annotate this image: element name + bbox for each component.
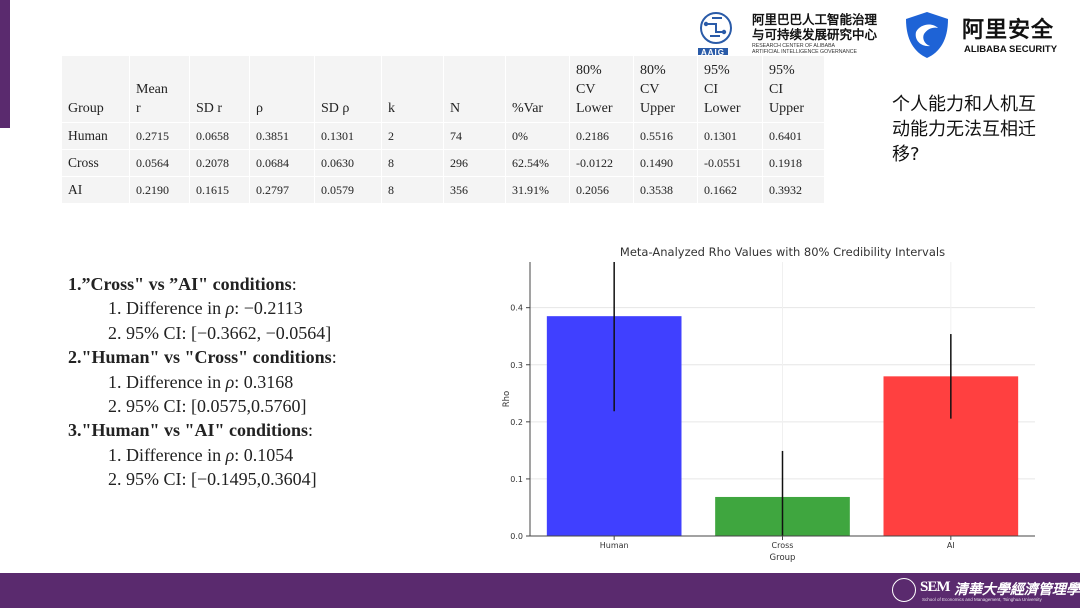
header-group: Group <box>61 55 130 123</box>
aaig-chinese-name: 阿里巴巴人工智能治理 与可持续发展研究中心 <box>752 12 878 42</box>
sem-text: SEM <box>920 579 950 595</box>
list-item: 2. 95% CI: [−0.1495,0.3604] <box>108 469 317 490</box>
table-cell: 0.5516 <box>633 122 698 150</box>
table-cell: 0.2056 <box>569 176 634 204</box>
header-var: %Var <box>505 55 570 123</box>
header-sd-rho: SD ρ <box>314 55 382 123</box>
table-row: Human 0.2715 0.0658 0.3851 0.1301 2 74 0… <box>61 122 825 150</box>
aaig-tag: AAIG <box>698 48 728 57</box>
header-rho: ρ <box>249 55 315 123</box>
table-cell: 0.1662 <box>697 176 763 204</box>
list-item: 2. 95% CI: [−0.3662, −0.0564] <box>108 322 332 343</box>
table-cell: 0.3932 <box>762 176 825 204</box>
table-cell: 62.54% <box>505 149 570 177</box>
table-cell: Human <box>61 122 130 150</box>
table-cell: 0.1301 <box>697 122 763 150</box>
header-mean-r: Mean r <box>129 55 190 123</box>
tsinghua-sem-logo: SEM 清華大學經濟管理學院 School of Economics and M… <box>892 578 1080 604</box>
y-tick-label: 0.3 <box>510 361 523 370</box>
table-cell: 0.2186 <box>569 122 634 150</box>
x-tick-label: Human <box>600 541 629 550</box>
y-axis-label: Rho <box>502 391 512 408</box>
table-cell: -0.0551 <box>697 149 763 177</box>
meta-analysis-table: Group Mean r SD r ρ SD ρ k N %Var 80% CV… <box>61 55 825 204</box>
x-tick-label: Cross <box>772 541 794 550</box>
aaig-circuit-icon <box>700 12 732 44</box>
header-sd-r: SD r <box>189 55 250 123</box>
list-item: 2. 95% CI: [0.0575,0.5760] <box>108 396 307 417</box>
table-cell: 2 <box>381 122 444 150</box>
table-cell: 0.1301 <box>314 122 382 150</box>
rho-bar-chart: Meta-Analyzed Rho Values with 80% Credib… <box>502 245 1035 563</box>
table-cell: 0.0630 <box>314 149 382 177</box>
y-tick-label: 0.0 <box>510 532 523 541</box>
sem-en-text: School of Economics and Management, Tsin… <box>922 597 1042 602</box>
list-item: 1. Difference in ρ: 0.1054 <box>108 444 294 465</box>
sem-cn-text: 清華大學經濟管理學院 <box>954 582 1080 598</box>
table-cell: 296 <box>443 149 506 177</box>
table-cell: 74 <box>443 122 506 150</box>
table-cell: 0.0658 <box>189 122 250 150</box>
alibaba-security-logo: 阿里安全 ALIBABA SECURITY <box>898 8 1070 62</box>
table-cell: 0.2078 <box>189 149 250 177</box>
y-tick-label: 0.2 <box>510 418 523 427</box>
shield-icon <box>906 12 948 58</box>
table-cell: 0.0684 <box>249 149 315 177</box>
x-axis-label: Group <box>770 553 796 563</box>
result-heading: 1.”Cross" vs ”AI" conditions: <box>68 274 297 294</box>
chart-title: Meta-Analyzed Rho Values with 80% Credib… <box>620 245 945 259</box>
table-cell: 8 <box>381 176 444 204</box>
header-n: N <box>443 55 506 123</box>
left-accent-bar <box>0 0 10 128</box>
aaig-english-name: RESEARCH CENTER OF ALIBABA ARTIFICIAL IN… <box>752 43 857 55</box>
header-ci-upper: 95% CI Upper <box>762 55 825 123</box>
table-cell: AI <box>61 176 130 204</box>
table-cell: 0.1615 <box>189 176 250 204</box>
x-tick-label: AI <box>947 541 955 550</box>
table-cell: 0.6401 <box>762 122 825 150</box>
header-cv-upper: 80% CV Upper <box>633 55 698 123</box>
result-heading: 3."Human" vs "AI" conditions: <box>68 420 314 441</box>
table-cell: 0.2797 <box>249 176 315 204</box>
question-text: 个人能力和人机互动能力无法互相迁移? <box>892 94 1036 165</box>
table-cell: 0% <box>505 122 570 150</box>
table-cell: 0.2715 <box>129 122 190 150</box>
table-cell: 0.3851 <box>249 122 315 150</box>
table-row: AI 0.2190 0.1615 0.2797 0.0579 8 356 31.… <box>61 176 825 204</box>
table-cell: 0.0579 <box>314 176 382 204</box>
table-cell: 0.2190 <box>129 176 190 204</box>
table-cell: -0.0122 <box>569 149 634 177</box>
list-item: 1. Difference in ρ: −0.2113 <box>108 298 303 319</box>
header-k: k <box>381 55 444 123</box>
table-cell: 0.1918 <box>762 149 825 177</box>
alibaba-security-en: ALIBABA SECURITY <box>964 44 1058 55</box>
y-tick-label: 0.4 <box>510 304 523 313</box>
header-ci-lower: 95% CI Lower <box>697 55 763 123</box>
table-cell: 0.3538 <box>633 176 698 204</box>
table-cell: 31.91% <box>505 176 570 204</box>
table-header-row: Group Mean r SD r ρ SD ρ k N %Var 80% CV… <box>61 55 825 123</box>
aaig-logo: AAIG 阿里巴巴人工智能治理 与可持续发展研究中心 RESEARCH CENT… <box>690 10 890 58</box>
table-cell: 356 <box>443 176 506 204</box>
y-tick-label: 0.1 <box>510 475 523 484</box>
table-cell: 0.1490 <box>633 149 698 177</box>
table-cell: 0.0564 <box>129 149 190 177</box>
header-cv-lower: 80% CV Lower <box>569 55 634 123</box>
table-cell: 8 <box>381 149 444 177</box>
table-row: Cross 0.0564 0.2078 0.0684 0.0630 8 296 … <box>61 149 825 177</box>
list-item: 1. Difference in ρ: 0.3168 <box>108 371 294 392</box>
table-cell: Cross <box>61 149 130 177</box>
results-list: 1.”Cross" vs ”AI" conditions: 1. Differe… <box>68 272 448 492</box>
alibaba-security-cn: 阿里安全 <box>962 18 1055 43</box>
result-heading: 2."Human" vs "Cross" conditions: <box>68 347 337 368</box>
tsinghua-seal-icon <box>892 578 916 602</box>
